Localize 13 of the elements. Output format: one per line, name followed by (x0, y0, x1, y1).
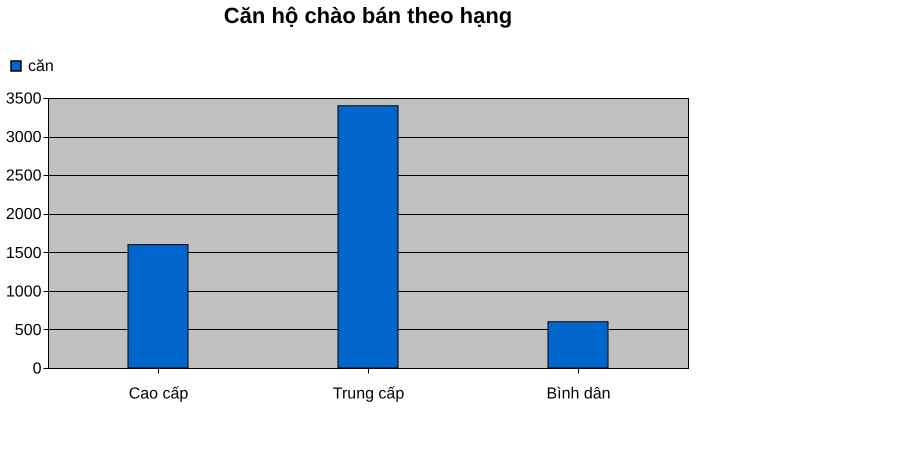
y-tick-label: 1500 (6, 244, 42, 262)
x-tick-label: Bình dân (546, 386, 611, 402)
y-tick-label: 3500 (6, 90, 42, 108)
y-tick-label: 0 (32, 360, 42, 378)
x-tick-label: Cao cấp (128, 386, 188, 402)
y-tick-label: 1000 (6, 283, 42, 300)
legend-label: căn (28, 58, 54, 75)
x-tick-label: Trung cấp (332, 386, 404, 402)
y-tick-label: 3000 (6, 129, 42, 146)
y-tick-label: 2000 (6, 206, 42, 224)
y-tick-label: 2500 (6, 168, 42, 185)
chart-title: Căn hộ chào bán theo hạng (224, 3, 512, 28)
y-tick-label: 500 (14, 322, 42, 339)
